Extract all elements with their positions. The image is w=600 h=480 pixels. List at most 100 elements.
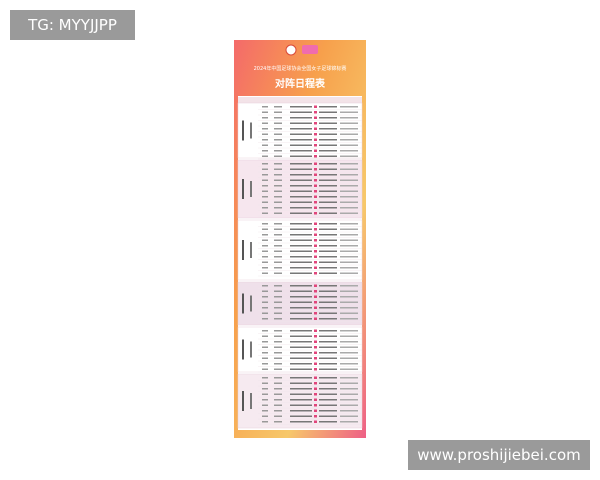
row-text [274, 212, 282, 214]
row-text [319, 168, 337, 170]
row-text [262, 352, 268, 354]
row-text [262, 117, 268, 119]
row-text [274, 106, 282, 108]
row-text [340, 296, 358, 298]
row-text [262, 272, 268, 274]
row-text [262, 261, 268, 263]
row-text [340, 346, 358, 348]
row-badge [314, 144, 317, 147]
row-text [340, 234, 358, 236]
row-text [290, 307, 312, 309]
row-text [340, 377, 358, 379]
row-text [340, 393, 358, 395]
section [237, 281, 363, 326]
row-badge [314, 149, 317, 152]
row-badge [314, 420, 317, 423]
row-text [340, 421, 358, 423]
row-text [274, 207, 282, 209]
row-text [290, 290, 312, 292]
row-badge [314, 138, 317, 141]
row-badge [314, 212, 317, 215]
row-text [274, 363, 282, 365]
row-text [340, 168, 358, 170]
row-text [262, 410, 268, 412]
row-text [319, 106, 337, 108]
row-text [274, 296, 282, 298]
row-text [340, 179, 358, 181]
row-text [274, 228, 282, 230]
row-text [290, 155, 312, 157]
row-text [319, 330, 337, 332]
row-text [319, 301, 337, 303]
row-text [319, 357, 337, 359]
row-text [274, 410, 282, 412]
row-text [340, 330, 358, 332]
row-text [274, 133, 282, 135]
row-text [290, 168, 312, 170]
row-text [290, 228, 312, 230]
row-badge [314, 162, 317, 165]
row-text [290, 128, 312, 130]
row-text [262, 228, 268, 230]
watermark: TG: MYYJJPP [10, 10, 135, 40]
row-text [319, 404, 337, 406]
row-badge [314, 239, 317, 242]
row-text [319, 228, 337, 230]
row-text [340, 415, 358, 417]
row-text [340, 399, 358, 401]
row-text [274, 168, 282, 170]
section [237, 326, 363, 373]
row-text [290, 261, 312, 263]
row-text [290, 318, 312, 320]
row-text [262, 163, 268, 165]
row-text [274, 223, 282, 225]
row-text [262, 377, 268, 379]
section-label [242, 179, 244, 199]
row-text [319, 190, 337, 192]
section-label [242, 240, 244, 260]
row-text [290, 234, 312, 236]
row-badge [314, 190, 317, 193]
row-badge [314, 168, 317, 171]
row-text [340, 341, 358, 343]
row-badge [314, 127, 317, 130]
row-text [290, 185, 312, 187]
logo [302, 45, 318, 54]
row-text [274, 415, 282, 417]
row-badge [314, 393, 317, 396]
row-text [262, 382, 268, 384]
row-text [340, 133, 358, 135]
row-text [319, 368, 337, 370]
row-text [290, 250, 312, 252]
row-text [340, 404, 358, 406]
logo [285, 44, 297, 56]
row-text [262, 144, 268, 146]
row-badge [314, 317, 317, 320]
row-text [340, 144, 358, 146]
row-badge [314, 329, 317, 332]
row-text [319, 234, 337, 236]
row-text [340, 139, 358, 141]
row-text [319, 207, 337, 209]
row-text [274, 201, 282, 203]
row-text [319, 128, 337, 130]
row-badge [314, 301, 317, 304]
row-text [274, 144, 282, 146]
row-text [319, 296, 337, 298]
row-text [340, 245, 358, 247]
row-text [262, 330, 268, 332]
row-text [290, 312, 312, 314]
row-text [274, 272, 282, 274]
row-text [319, 352, 337, 354]
row-badge [314, 404, 317, 407]
row-text [290, 245, 312, 247]
row-text [340, 128, 358, 130]
row-text [290, 174, 312, 176]
row-text [290, 106, 312, 108]
row-text [290, 421, 312, 423]
row-text [319, 399, 337, 401]
row-text [290, 296, 312, 298]
row-text [262, 190, 268, 192]
row-badge [314, 261, 317, 264]
row-text [290, 179, 312, 181]
